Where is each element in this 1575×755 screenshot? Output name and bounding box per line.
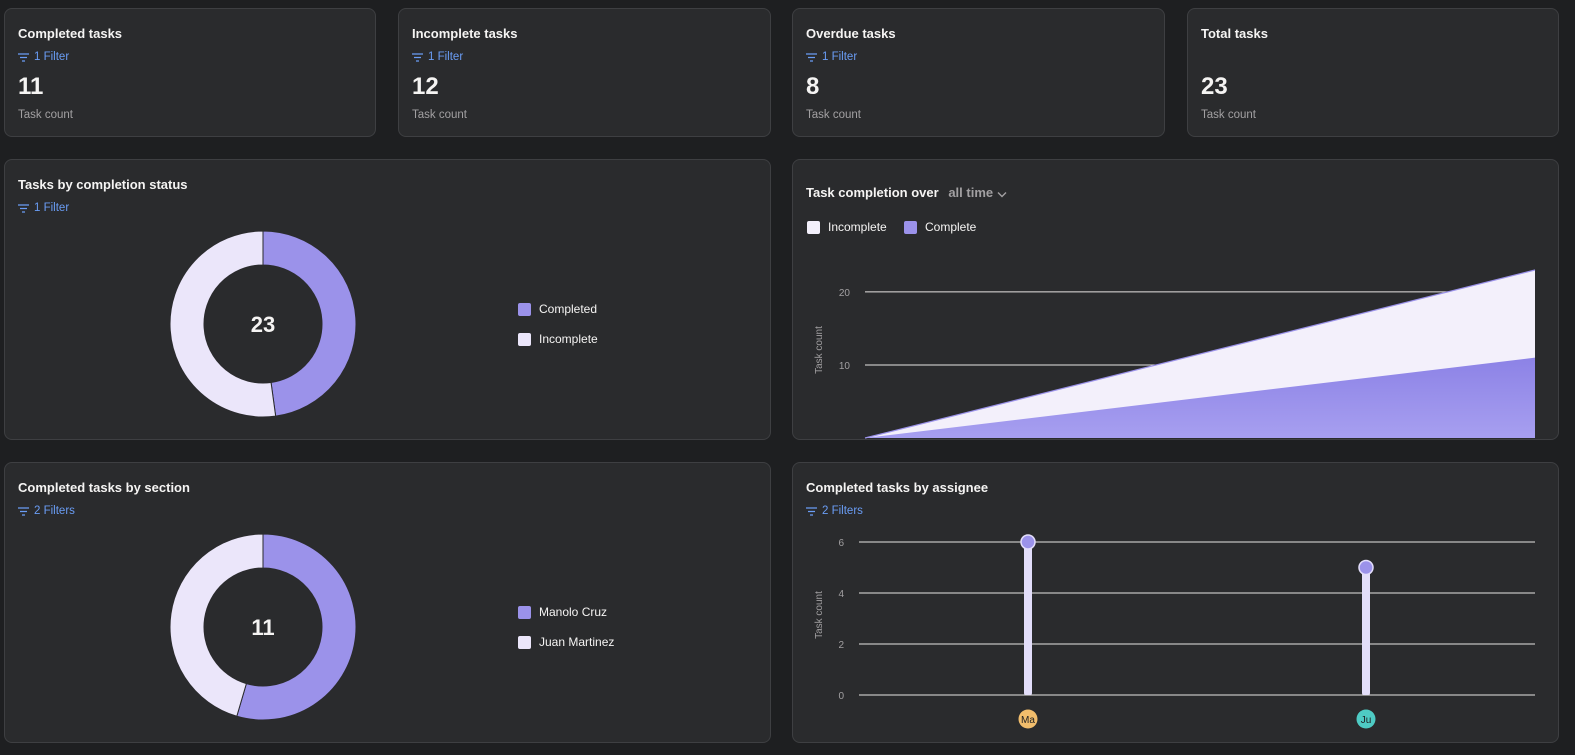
avatar[interactable] [1018, 709, 1038, 729]
avatar[interactable] [1356, 709, 1376, 729]
legend-swatch [518, 635, 531, 649]
stat-value: 12 [412, 73, 439, 100]
stat-title: Overdue tasks [806, 26, 896, 41]
stat-value: 11 [18, 73, 44, 100]
y-axis-label: Task count [814, 326, 825, 374]
line-incomplete [864, 269, 1536, 439]
filter-link[interactable]: 1 Filter [806, 51, 857, 63]
stat-label: Task count [18, 109, 73, 121]
filter-label: 2 Filters [822, 505, 863, 517]
chart-title: Tasks by completion status [18, 177, 188, 192]
chart-title: Task completion over all time [806, 185, 1007, 201]
filter-icon [412, 52, 423, 62]
stat-label: Task count [806, 109, 861, 121]
y-tick-label: 2 [838, 640, 844, 651]
stat-card-completed[interactable]: Completed tasks 1 Filter 11 Task count [4, 8, 376, 137]
donut-center-value: 23 [251, 312, 275, 337]
stat-value: 23 [1201, 73, 1228, 100]
stat-label: Task count [412, 109, 467, 121]
bar-marker[interactable] [1358, 559, 1374, 576]
y-tick-label: 6 [838, 538, 844, 549]
legend-label: Manolo Cruz [539, 605, 608, 619]
avatar-initials: Ju [1361, 715, 1372, 726]
bar-ma[interactable] [1024, 542, 1032, 695]
chart-title: Completed tasks by section [18, 480, 190, 495]
area-complete[interactable] [865, 357, 1535, 438]
legend-swatch [518, 605, 531, 619]
donut-slice-manolo-cruz[interactable] [236, 533, 357, 721]
legend-label: Incomplete [539, 332, 598, 346]
legend-incomplete: Incomplete [807, 220, 887, 234]
assignee-chart-card[interactable]: Completed tasks by assignee 2 Filters Ta… [792, 462, 1559, 743]
filter-icon [806, 506, 817, 516]
legend-swatch [904, 220, 917, 234]
y-tick-label: 4 [838, 589, 844, 600]
chart-title: Completed tasks by assignee [806, 480, 989, 495]
legend-label: Complete [925, 220, 977, 234]
filter-label: 1 Filter [34, 202, 70, 214]
lollipop-chart: Task count 0 2 4 6 Ma Ju [814, 534, 1535, 729]
donut-slice-completed[interactable] [262, 230, 357, 417]
bar-marker[interactable] [1020, 534, 1036, 550]
filter-link[interactable]: 2 Filters [806, 505, 863, 517]
filter-label: 2 Filters [34, 505, 75, 517]
legend-swatch [518, 302, 531, 316]
legend-label: Juan Martinez [539, 635, 615, 649]
donut-slice-juan-martinez[interactable] [169, 533, 264, 717]
filter-icon [18, 506, 29, 516]
legend-complete: Complete [904, 220, 976, 234]
stat-title: Completed tasks [18, 26, 123, 41]
y-tick-label: 0 [838, 691, 844, 702]
donut-slice-incomplete[interactable] [169, 230, 277, 418]
time-range-value: all time [948, 185, 994, 200]
filter-label: 1 Filter [428, 51, 464, 63]
stat-value: 8 [806, 73, 820, 100]
filter-icon [18, 52, 29, 62]
y-axis-label: Task count [814, 591, 825, 639]
filter-icon [18, 203, 29, 213]
legend-completed: Completed [518, 302, 597, 316]
legend-swatch [518, 332, 531, 346]
filter-link[interactable]: 1 Filter [412, 51, 463, 63]
donut-chart: 11 [169, 533, 357, 721]
legend-juan-martinez: Juan Martinez [518, 635, 614, 649]
bar-ju[interactable] [1362, 567, 1370, 696]
completion-over-time-card[interactable]: Task completion over all time Incomplete… [792, 159, 1559, 440]
legend-label: Incomplete [828, 220, 887, 234]
section-chart-card[interactable]: Completed tasks by section 2 Filters 11 … [4, 462, 771, 743]
donut-chart: 23 [169, 230, 357, 418]
legend-incomplete: Incomplete [518, 332, 598, 346]
stat-card-total[interactable]: Total tasks 23 Task count [1187, 8, 1559, 137]
filter-link[interactable]: 1 Filter [18, 51, 69, 63]
chart-title-text: Task completion over [806, 185, 939, 200]
stat-title: Incomplete tasks [412, 26, 518, 41]
filter-label: 1 Filter [34, 51, 70, 63]
time-range-select[interactable]: all time [948, 185, 1007, 201]
y-tick-label: 10 [839, 361, 851, 372]
stat-label: Task count [1201, 109, 1256, 121]
legend-label: Completed [539, 302, 598, 316]
filter-label: 1 Filter [822, 51, 858, 63]
stat-card-incomplete[interactable]: Incomplete tasks 1 Filter 12 Task count [398, 8, 771, 137]
filter-link[interactable]: 1 Filter [18, 202, 69, 214]
donut-center-value: 11 [251, 615, 274, 640]
filter-link[interactable]: 2 Filters [18, 505, 75, 517]
stat-card-overdue[interactable]: Overdue tasks 1 Filter 8 Task count [792, 8, 1165, 137]
filter-icon [806, 52, 817, 62]
status-chart-card[interactable]: Tasks by completion status 1 Filter 23 C… [4, 159, 771, 440]
legend-manolo-cruz: Manolo Cruz [518, 605, 607, 619]
y-tick-label: 20 [839, 288, 851, 299]
avatar-initials: Ma [1021, 715, 1035, 726]
legend-swatch [807, 220, 820, 234]
chevron-down-icon [997, 186, 1007, 201]
stat-title: Total tasks [1201, 26, 1268, 41]
area-chart: Task count 10 20 [814, 269, 1536, 439]
